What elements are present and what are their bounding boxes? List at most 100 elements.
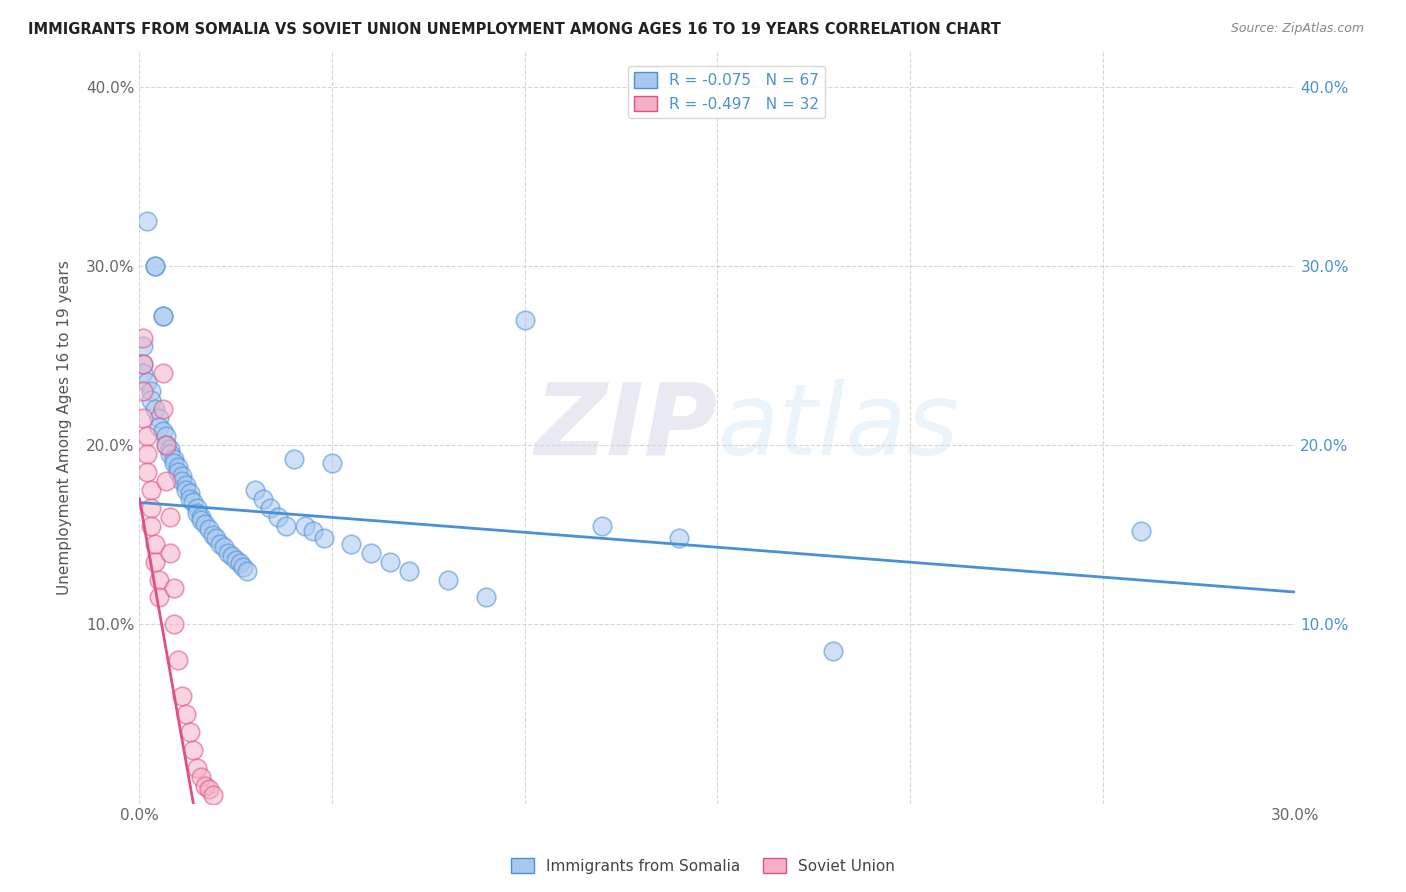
Point bbox=[132, 367, 155, 381]
Point bbox=[148, 411, 170, 425]
Point bbox=[274, 518, 297, 533]
Point bbox=[321, 456, 343, 470]
Point bbox=[174, 483, 197, 497]
Text: atlas: atlas bbox=[717, 378, 959, 475]
Point bbox=[170, 468, 193, 483]
Text: ZIP: ZIP bbox=[534, 378, 717, 475]
Point bbox=[668, 531, 690, 545]
Point bbox=[163, 456, 186, 470]
Point bbox=[186, 500, 208, 515]
Point bbox=[155, 429, 177, 443]
Point bbox=[132, 384, 155, 399]
Point bbox=[132, 339, 155, 353]
Point bbox=[136, 214, 159, 228]
Point bbox=[314, 531, 336, 545]
Point bbox=[139, 393, 162, 408]
Point bbox=[152, 402, 174, 417]
Point bbox=[198, 522, 221, 536]
Point bbox=[232, 560, 254, 574]
Point bbox=[301, 524, 323, 538]
Point bbox=[194, 779, 217, 793]
Point bbox=[228, 557, 250, 571]
Point bbox=[159, 447, 181, 461]
Point bbox=[513, 312, 536, 326]
Point bbox=[167, 465, 190, 479]
Point bbox=[148, 591, 170, 605]
Point bbox=[475, 591, 498, 605]
Point bbox=[190, 509, 212, 524]
Point bbox=[159, 442, 181, 456]
Point bbox=[148, 420, 170, 434]
Point bbox=[152, 424, 174, 438]
Point bbox=[163, 617, 186, 632]
Point bbox=[136, 376, 159, 390]
Point bbox=[143, 402, 166, 417]
Point bbox=[174, 477, 197, 491]
Point bbox=[174, 706, 197, 721]
Point bbox=[136, 447, 159, 461]
Point bbox=[259, 500, 281, 515]
Y-axis label: Unemployment Among Ages 16 to 19 years: Unemployment Among Ages 16 to 19 years bbox=[58, 260, 72, 595]
Point bbox=[209, 537, 232, 551]
Point bbox=[190, 513, 212, 527]
Point bbox=[170, 689, 193, 703]
Point bbox=[159, 546, 181, 560]
Point bbox=[143, 537, 166, 551]
Point bbox=[252, 491, 274, 506]
Point bbox=[398, 564, 420, 578]
Point bbox=[132, 411, 155, 425]
Text: Source: ZipAtlas.com: Source: ZipAtlas.com bbox=[1230, 22, 1364, 36]
Point bbox=[378, 555, 401, 569]
Point bbox=[136, 465, 159, 479]
Point bbox=[152, 367, 174, 381]
Point bbox=[143, 555, 166, 569]
Point bbox=[167, 653, 190, 667]
Point bbox=[198, 782, 221, 797]
Point bbox=[152, 309, 174, 323]
Point bbox=[148, 573, 170, 587]
Point bbox=[139, 483, 162, 497]
Point bbox=[294, 518, 316, 533]
Point bbox=[179, 486, 201, 500]
Point bbox=[155, 438, 177, 452]
Legend: Immigrants from Somalia, Soviet Union: Immigrants from Somalia, Soviet Union bbox=[505, 852, 901, 880]
Legend: R = -0.075   N = 67, R = -0.497   N = 32: R = -0.075 N = 67, R = -0.497 N = 32 bbox=[628, 66, 825, 118]
Point bbox=[143, 259, 166, 273]
Point bbox=[167, 459, 190, 474]
Point bbox=[159, 509, 181, 524]
Point bbox=[155, 438, 177, 452]
Point bbox=[163, 582, 186, 596]
Point bbox=[340, 537, 363, 551]
Point bbox=[132, 330, 155, 344]
Point bbox=[139, 384, 162, 399]
Point bbox=[267, 509, 290, 524]
Point bbox=[205, 531, 228, 545]
Point bbox=[821, 644, 844, 658]
Point bbox=[225, 553, 247, 567]
Point bbox=[179, 491, 201, 506]
Point bbox=[183, 743, 205, 757]
Point bbox=[1130, 524, 1153, 538]
Point bbox=[186, 506, 208, 520]
Point bbox=[190, 770, 212, 784]
Point bbox=[236, 564, 259, 578]
Point bbox=[179, 725, 201, 739]
Point bbox=[591, 518, 613, 533]
Point bbox=[221, 549, 243, 564]
Point bbox=[217, 546, 239, 560]
Point bbox=[436, 573, 458, 587]
Point bbox=[132, 358, 155, 372]
Point bbox=[212, 541, 235, 555]
Point bbox=[139, 518, 162, 533]
Point bbox=[163, 452, 186, 467]
Point bbox=[194, 516, 217, 531]
Point bbox=[132, 358, 155, 372]
Point bbox=[183, 495, 205, 509]
Point bbox=[243, 483, 266, 497]
Point bbox=[360, 546, 382, 560]
Point bbox=[201, 788, 224, 802]
Point bbox=[136, 429, 159, 443]
Point bbox=[170, 474, 193, 488]
Point bbox=[152, 309, 174, 323]
Point bbox=[283, 452, 305, 467]
